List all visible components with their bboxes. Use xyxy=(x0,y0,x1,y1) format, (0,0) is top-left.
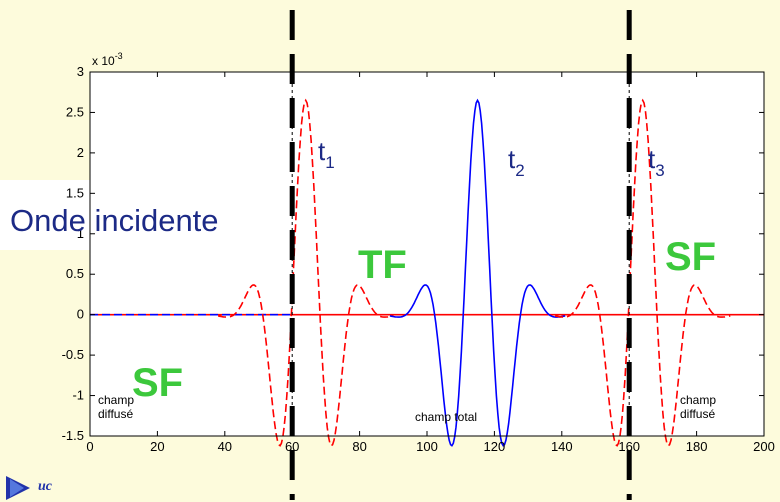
exponent-label: x 10-3 xyxy=(92,51,123,68)
plot-area xyxy=(90,72,764,436)
champ-left-label-2: diffusé xyxy=(98,407,133,421)
t1-label: t1 xyxy=(318,136,335,172)
y-tick-label: 1 xyxy=(77,226,84,241)
champ-center-label: champ total xyxy=(415,410,477,424)
t3-label: t3 xyxy=(648,144,665,180)
y-tick-label: -1 xyxy=(72,388,84,403)
region-sf-left-label: SF xyxy=(132,361,183,405)
x-tick-label: 40 xyxy=(218,439,232,454)
y-tick-label: -0.5 xyxy=(62,347,84,362)
y-tick-label: -1.5 xyxy=(62,428,84,443)
x-tick-label: 200 xyxy=(753,439,775,454)
y-tick-label: 0 xyxy=(77,307,84,322)
x-tick-label: 0 xyxy=(86,439,93,454)
x-tick-label: 60 xyxy=(285,439,299,454)
x-tick-label: 140 xyxy=(551,439,573,454)
x-tick-label: 20 xyxy=(150,439,164,454)
y-tick-label: 2.5 xyxy=(66,104,84,119)
champ-right-label-2: diffusé xyxy=(680,407,715,421)
series-line-pulse-t3 xyxy=(554,98,731,447)
region-sf-right-label: SF xyxy=(665,235,716,279)
series-line-pulse-t2 xyxy=(389,98,566,447)
y-tick-label: 2 xyxy=(77,145,84,160)
incident-label-box xyxy=(0,180,335,250)
region-tf-label: TF xyxy=(358,243,407,287)
y-tick-label: 0.5 xyxy=(66,266,84,281)
svg-text:uc: uc xyxy=(38,479,53,494)
t2-label: t2 xyxy=(508,144,525,180)
series-line-pulse-t1 xyxy=(217,98,394,447)
champ-left-label-1: champ xyxy=(98,393,134,407)
x-tick-label: 80 xyxy=(352,439,366,454)
x-tick-label: 120 xyxy=(484,439,506,454)
x-tick-label: 160 xyxy=(618,439,640,454)
x-tick-label: 180 xyxy=(686,439,708,454)
y-tick-label: 3 xyxy=(77,64,84,79)
champ-right-label-1: champ xyxy=(680,393,716,407)
y-tick-label: 1.5 xyxy=(66,185,84,200)
incident-wave-label: Onde incidente xyxy=(10,203,219,238)
x-tick-label: 100 xyxy=(416,439,438,454)
corner-logo-icon: uc xyxy=(6,476,53,500)
